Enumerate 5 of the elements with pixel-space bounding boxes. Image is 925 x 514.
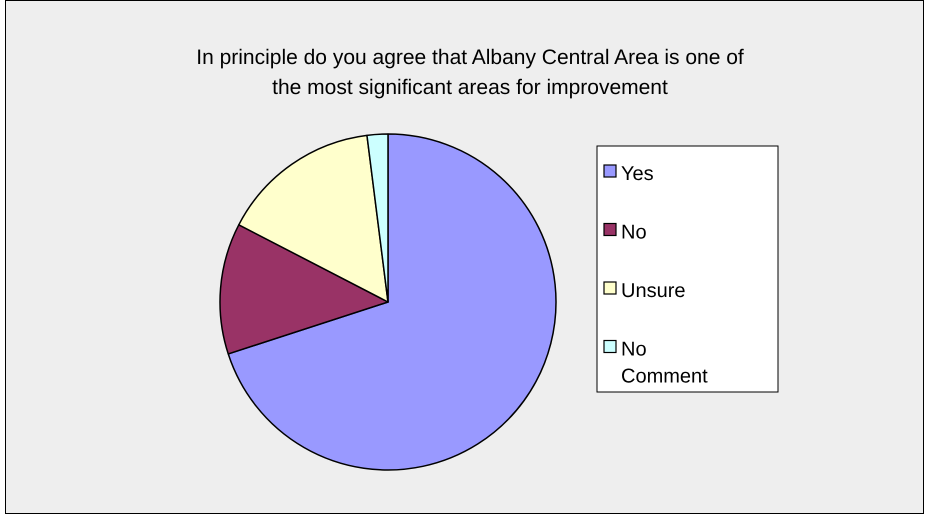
legend-label: No bbox=[621, 222, 647, 244]
legend-label: Yes bbox=[621, 163, 654, 185]
legend-label: No Comment bbox=[621, 338, 708, 388]
legend-label: Unsure bbox=[621, 280, 686, 302]
chart-title: In principle do you agree that Albany Central Area is one of the most significant areas for improvement bbox=[196, 46, 744, 99]
